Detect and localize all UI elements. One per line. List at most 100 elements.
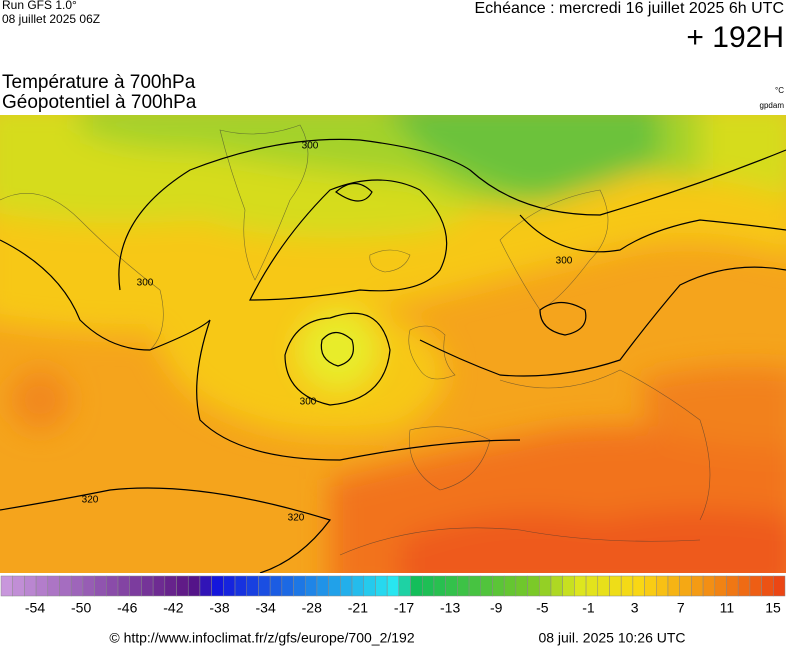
- colorbar-swatch: [59, 575, 72, 597]
- colorbar-swatch: [632, 575, 645, 597]
- colorbar-swatch: [539, 575, 552, 597]
- contour-label: 300: [300, 397, 317, 408]
- colorbar-swatch: [679, 575, 692, 597]
- colorbar-swatch: [70, 575, 84, 597]
- colorbar-swatch: [527, 575, 540, 597]
- colorbar-label: -38: [209, 600, 229, 616]
- colorbar-swatch: [620, 575, 634, 597]
- colorbar-swatch: [714, 575, 727, 597]
- colorbar-swatch: [644, 575, 657, 597]
- contour-label: 300: [137, 278, 154, 289]
- contour-label: 320: [82, 495, 99, 506]
- colorbar-swatch: [410, 575, 423, 597]
- colorbar-swatch: [726, 575, 739, 597]
- colorbar-swatch: [609, 575, 622, 597]
- colorbar-swatch: [457, 575, 470, 597]
- lead-time: + 192H: [686, 21, 784, 54]
- colorbar-swatch: [141, 575, 154, 597]
- colorbar-swatch: [187, 575, 201, 597]
- geopotential-contours: [0, 138, 786, 573]
- run-label: Run GFS 1.0°: [2, 0, 77, 12]
- colorbar-label: 3: [631, 600, 639, 616]
- temperature-field: [0, 115, 786, 573]
- colorbar-swatch: [211, 575, 224, 597]
- colorbar-swatch: [152, 575, 166, 597]
- colorbar-swatch: [691, 575, 704, 597]
- colorbar-swatch: [281, 575, 294, 597]
- colorbar-swatch: [480, 575, 493, 597]
- colorbar-swatch: [468, 575, 482, 597]
- colorbar-swatch: [773, 575, 786, 597]
- colorbar-label: 11: [720, 600, 735, 616]
- unit-geopotential: gpdam: [760, 101, 785, 110]
- colorbar-swatch: [445, 575, 458, 597]
- colorbar-swatch: [304, 575, 318, 597]
- colorbar-swatch: [223, 575, 236, 597]
- colorbar-swatch: [398, 575, 411, 597]
- colorbar-swatch: [117, 575, 130, 597]
- forecast-time: Echéance : mercredi 16 juillet 2025 6h U…: [475, 0, 785, 17]
- colorbar-swatch: [656, 575, 669, 597]
- colorbar-swatch: [293, 575, 306, 597]
- colorbar-swatch: [164, 575, 177, 597]
- colorbar-swatch: [246, 575, 259, 597]
- contour-label: 300: [302, 141, 319, 152]
- colorbar-label: -13: [440, 600, 460, 616]
- colorbar-swatch: [269, 575, 283, 597]
- colorbar-label: -34: [256, 600, 276, 616]
- run-date: 08 juillet 2025 06Z: [2, 12, 100, 26]
- contour-label: 320: [288, 513, 305, 524]
- colorbar-swatch: [47, 575, 60, 597]
- colorbar-swatch: [234, 575, 247, 597]
- colorbar-swatch: [35, 575, 49, 597]
- colorbar-swatch: [328, 575, 341, 597]
- colorbar-label: 7: [677, 600, 685, 616]
- colorbar-label: -50: [71, 600, 91, 616]
- colorbar-swatch: [433, 575, 446, 597]
- colorbar-label: -1: [582, 600, 595, 616]
- unit-temperature: °C: [775, 86, 784, 95]
- colorbar-label: -17: [394, 600, 414, 616]
- colorbar-swatch: [550, 575, 563, 597]
- colorbar-label: -5: [536, 600, 549, 616]
- colorbar-swatch: [422, 575, 435, 597]
- colorbar-swatch: [340, 575, 353, 597]
- colorbar-label: -46: [117, 600, 137, 616]
- colorbar-swatch: [199, 575, 212, 597]
- colorbar-swatch: [363, 575, 376, 597]
- colorbar-swatch: [375, 575, 388, 597]
- colorbar-label: -21: [348, 600, 368, 616]
- colorbar-label: -28: [302, 600, 322, 616]
- title-temperature: Température à 700hPa: [2, 72, 196, 93]
- colorbar-swatch: [258, 575, 271, 597]
- colorbar-swatch: [176, 575, 189, 597]
- colorbar-swatch: [12, 575, 25, 597]
- colorbar-swatch: [24, 575, 37, 597]
- contour-labels: 300 300 300 300 320 320: [82, 141, 573, 524]
- colorbar-swatch: [585, 575, 599, 597]
- colorbar-swatch: [737, 575, 751, 597]
- colorbar-label: 15: [765, 600, 781, 616]
- colorbar-label: -9: [490, 600, 503, 616]
- footer-timestamp: 08 juil. 2025 10:26 UTC: [538, 630, 685, 646]
- colorbar-label: -54: [25, 600, 45, 616]
- coastlines: [0, 124, 711, 556]
- colorbar-swatch: [82, 575, 95, 597]
- colorbar-swatch: [574, 575, 587, 597]
- colorbar-swatch: [492, 575, 505, 597]
- colorbar: -54 -50 -46 -42 -38 -34 -28 -21 -17 -13 -9 -5 -1 3 7 11…: [0, 575, 786, 616]
- contour-label: 300: [556, 256, 573, 267]
- colorbar-swatch: [761, 575, 774, 597]
- colorbar-swatch: [129, 575, 142, 597]
- colorbar-swatch: [515, 575, 528, 597]
- colorbar-label: -42: [163, 600, 183, 616]
- colorbar-swatch: [702, 575, 716, 597]
- map: 300 300 300 300 320 320: [0, 115, 786, 573]
- colorbar-swatch: [106, 575, 119, 597]
- footer-url[interactable]: © http://www.infoclimat.fr/z/gfs/europe/…: [109, 630, 414, 646]
- colorbar-swatch: [386, 575, 400, 597]
- colorbar-swatch: [503, 575, 517, 597]
- colorbar-swatch: [749, 575, 762, 597]
